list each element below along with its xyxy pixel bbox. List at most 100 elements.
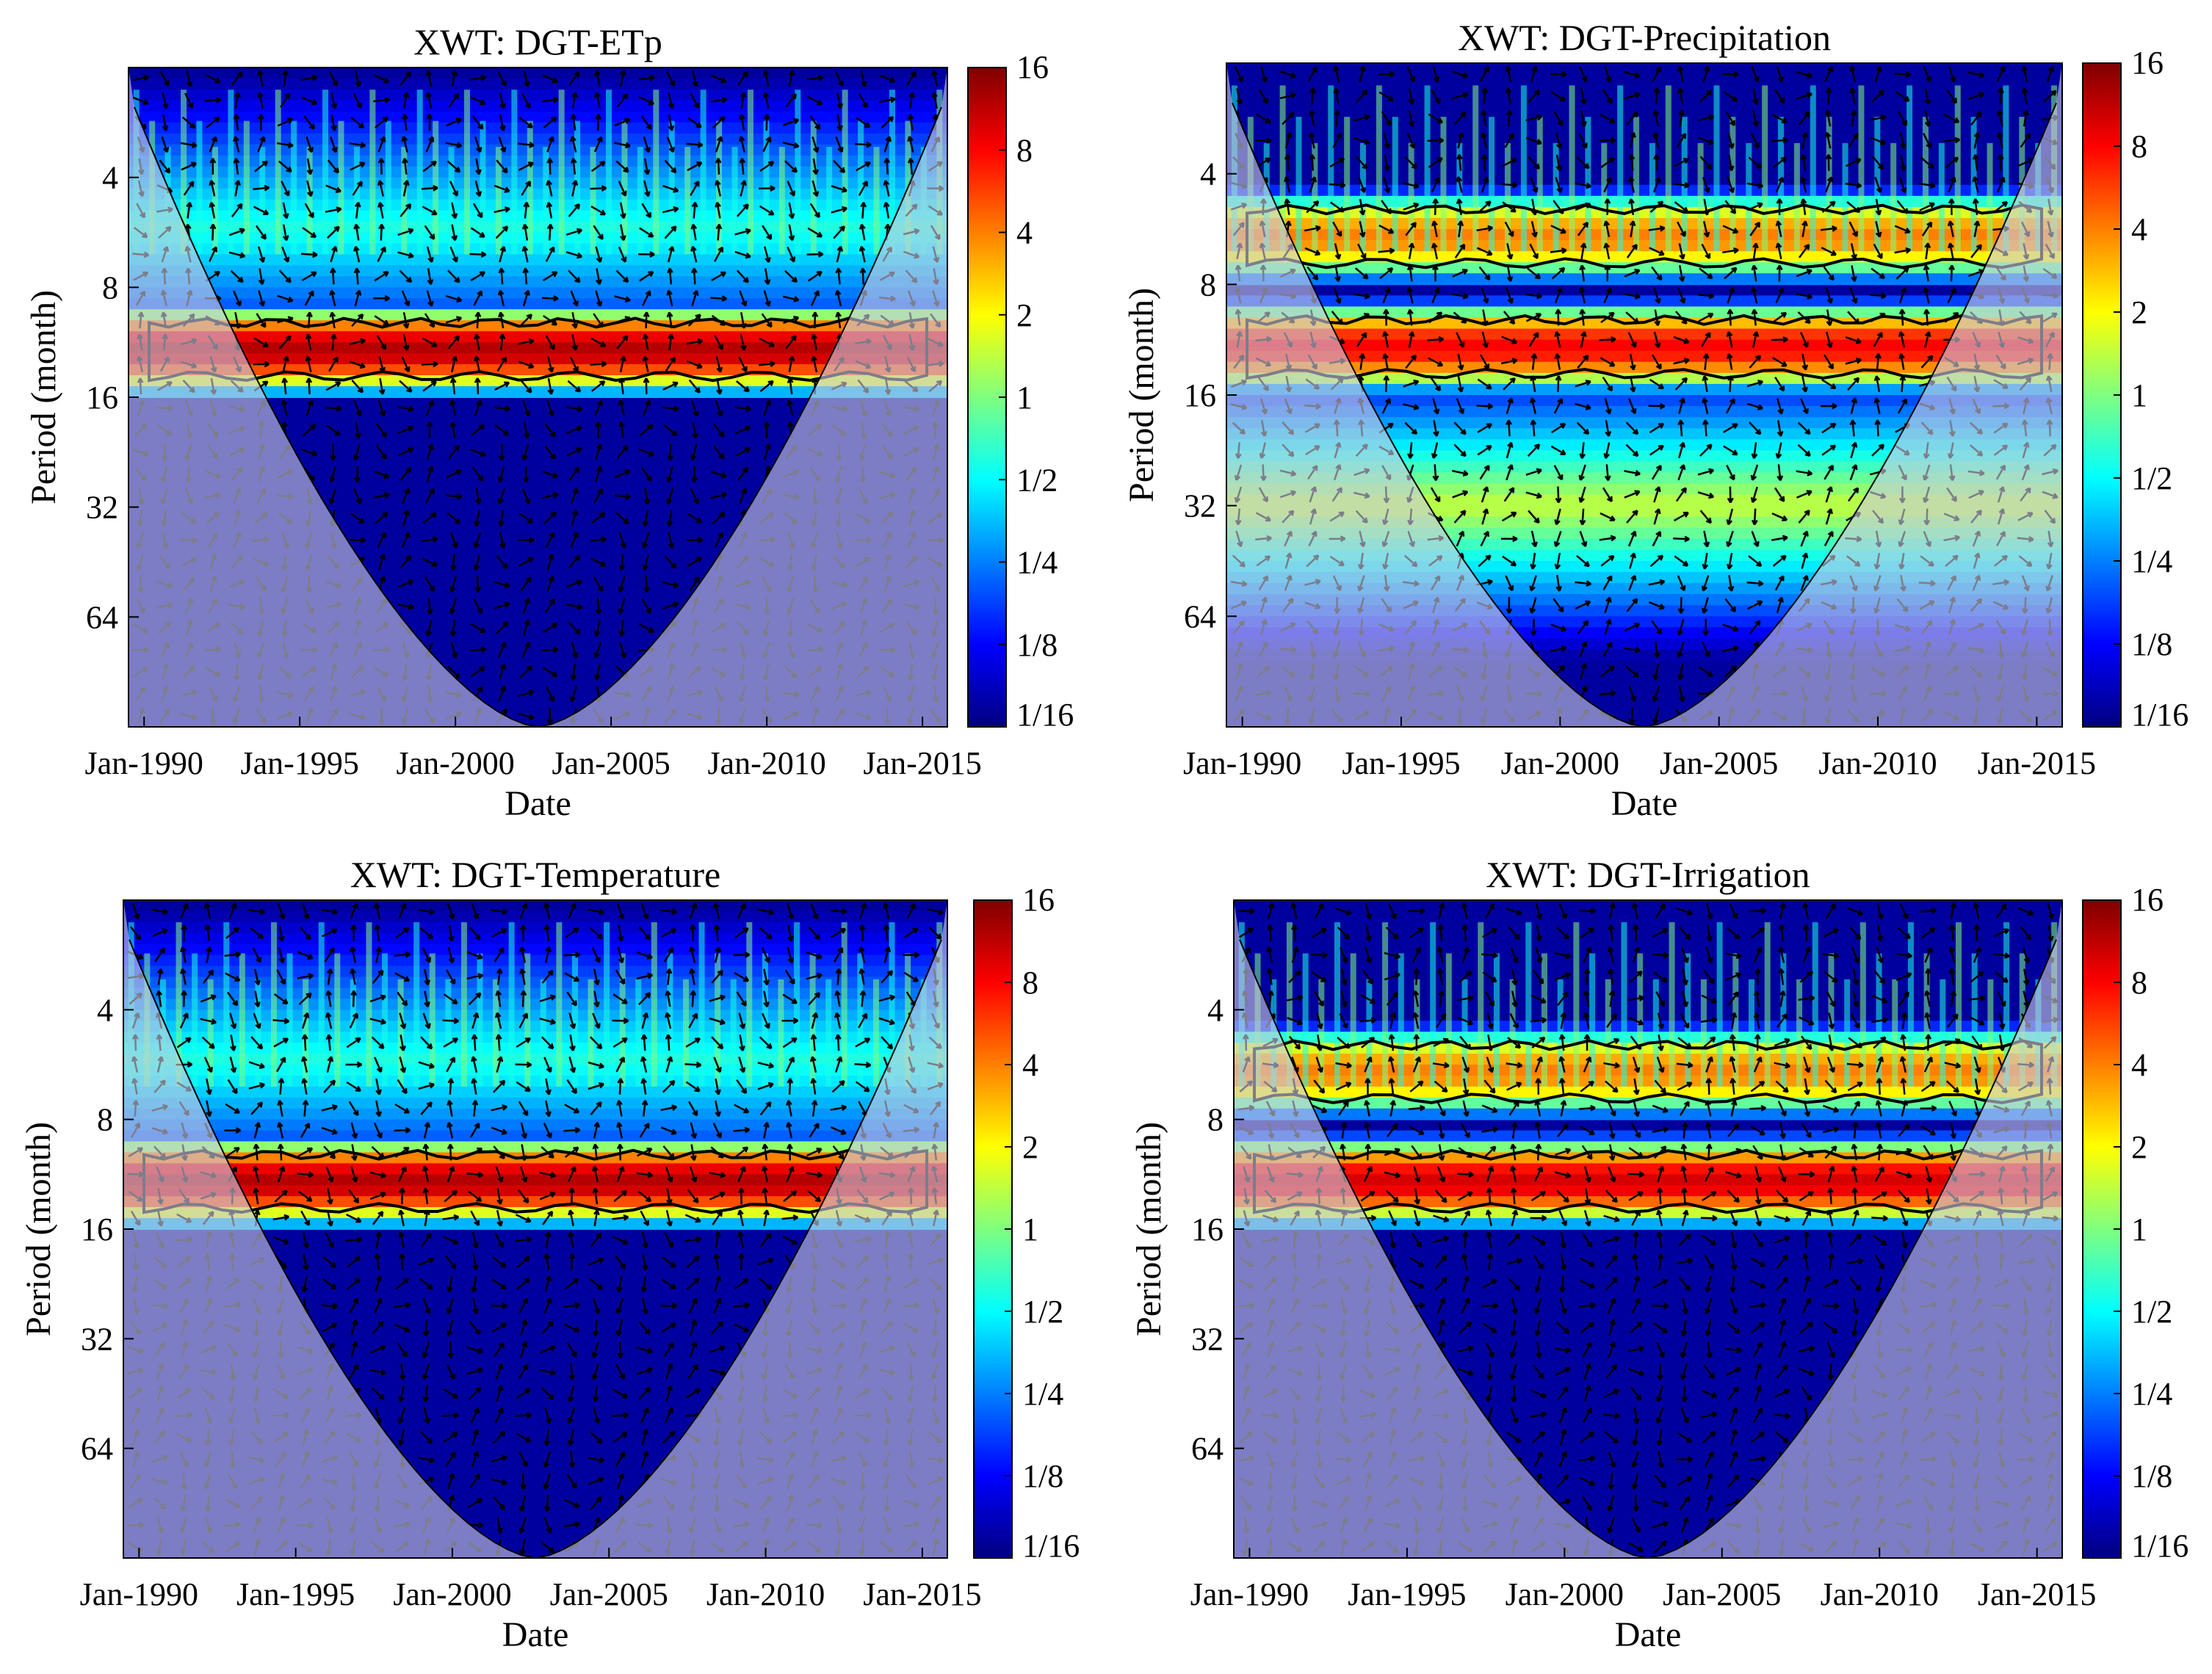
phase-arrow [593,576,604,592]
colorbar-tick-label: 8 [2131,128,2147,164]
phase-arrow-head [284,93,291,99]
phase-arrow-head [1579,453,1586,460]
phase-arrow-head [1408,121,1415,127]
phase-arrow [1507,110,1511,127]
phase-arrow-head [1406,308,1414,315]
phase-arrow-head [214,77,221,84]
power-streak [385,120,391,255]
phase-arrow-head [283,1037,289,1044]
phase-arrow-head [646,123,652,130]
power-streak [746,922,753,1087]
phase-arrow [1752,243,1757,260]
phase-arrow-head [553,295,559,302]
phase-arrow-head [237,276,244,283]
phase-arrow-head [497,477,505,483]
phase-arrow-head [649,251,655,258]
phase-arrow [422,206,438,215]
power-streak [1536,117,1543,252]
phase-arrow [187,202,191,219]
phase-arrow-head [716,410,723,417]
phase-arrow [546,554,554,570]
phase-arrow [1777,243,1782,260]
phase-arrow [422,337,438,347]
phase-arrow-head [1751,519,1758,526]
phase-arrow-head [278,1078,285,1084]
phase-arrow-head [1431,452,1438,459]
phase-arrow-head [1635,470,1641,477]
phase-arrow-head [1457,220,1464,227]
phase-arrow-head [643,499,651,505]
phase-arrow [1747,203,1763,211]
phase-arrow [1403,380,1419,388]
phase-arrow-head [336,405,342,412]
phase-arrow [1599,338,1616,341]
phase-arrow [1771,338,1788,341]
phase-arrow-head [1924,121,1931,127]
phase-arrow-head [1652,131,1659,138]
phase-arrow-head [1290,92,1297,99]
phase-arrow-head [745,425,751,432]
phase-arrow [250,1036,263,1050]
phase-arrow-head [254,979,261,986]
phase-arrow-head [1583,162,1590,170]
phase-arrow-head [474,311,482,318]
phase-arrow [1603,177,1612,193]
power-row [1226,184,2062,197]
phase-arrow-head [673,405,679,413]
phase-arrow-head [1434,98,1441,104]
phase-arrow-head [477,608,483,615]
phase-arrow [809,115,821,130]
phase-arrow [349,360,366,368]
phase-arrow [1993,201,2008,213]
phase-arrow [788,400,794,416]
phase-arrow [471,467,484,482]
phase-arrow [809,203,820,218]
phase-arrow-head [571,344,579,351]
phase-arrow-head [355,432,361,439]
power-row [1226,217,2062,230]
phase-arrow [543,512,557,525]
phase-arrow [734,229,751,236]
phase-arrow [299,926,311,941]
phase-arrow [596,268,601,285]
x-axis-label: Date [1611,784,1678,823]
phase-arrow [272,1236,289,1244]
phase-arrow-head [1707,671,1713,678]
phase-arrow-head [380,453,387,460]
phase-arrow-head [1334,109,1341,116]
phase-arrow-head [1458,408,1465,415]
phase-arrow [568,467,580,482]
phase-arrow-head [330,333,337,340]
phase-arrow [521,181,531,196]
phase-arrow-head [1605,176,1613,183]
phase-arrow [1354,267,1369,280]
phase-arrow-head [859,267,867,274]
power-row [123,988,947,1000]
x-tick-label: Jan-1990 [1183,745,1301,781]
phase-arrow-head [209,223,217,230]
phase-arrow [1600,113,1615,123]
power-streak [794,922,800,1087]
phase-arrow-head [1950,176,1956,183]
phase-arrow-head [811,355,817,362]
phase-arrow-head [1335,297,1342,304]
phase-arrow-head [577,405,583,413]
phase-arrow [325,1166,333,1183]
power-streak [480,120,486,255]
phase-arrow-head [408,228,414,234]
phase-arrow [759,205,775,216]
phase-arrow-head [648,271,654,278]
phase-arrow [1678,243,1684,260]
phase-arrow-head [812,147,820,153]
phase-arrow-head [180,946,187,952]
phase-arrow-head [1681,377,1688,384]
phase-arrow-head [325,1012,332,1018]
phase-arrow [304,203,314,218]
phase-arrow [736,269,749,283]
phase-arrow [668,532,673,548]
phase-arrow-head [1605,76,1612,83]
phase-arrow [399,269,412,283]
phase-arrow [161,136,168,153]
phase-arrow [788,202,794,219]
phase-arrow [1383,176,1389,193]
